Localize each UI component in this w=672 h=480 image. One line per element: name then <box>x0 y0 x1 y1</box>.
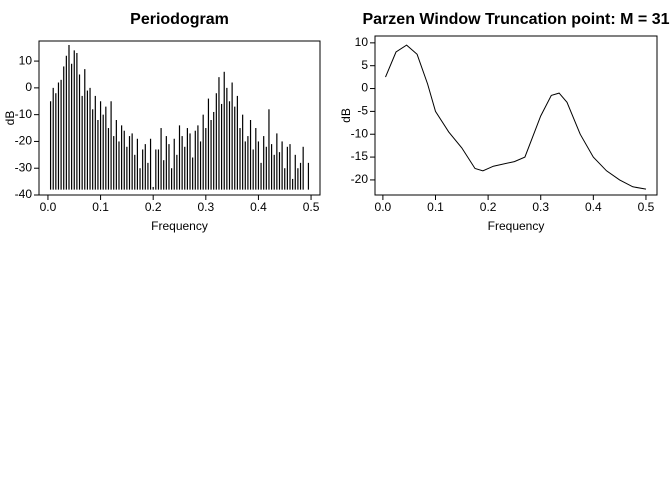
y-tick-label: -15 <box>351 149 369 163</box>
x-tick-label: 0.0 <box>375 200 392 214</box>
y-axis-label: dB <box>3 111 17 126</box>
plot-frame <box>38 40 321 196</box>
y-tick-label: -10 <box>351 126 369 140</box>
y-axis-label: dB <box>339 108 353 123</box>
x-tick-label: 0.4 <box>585 200 602 214</box>
chart-title: Periodogram <box>130 11 229 28</box>
x-tick-label: 0.0 <box>40 200 57 214</box>
y-tick-label: -40 <box>15 187 33 201</box>
x-tick-label: 0.5 <box>303 200 320 214</box>
y-tick-label: -30 <box>15 160 33 174</box>
y-tick-label: -5 <box>357 104 368 118</box>
y-tick-label: 10 <box>19 53 33 67</box>
chart-title: Parzen Window Truncation point: M = 31 <box>363 11 670 28</box>
x-axis-label: Frequency <box>151 219 208 233</box>
x-tick-label: 0.2 <box>480 200 497 214</box>
spectrum-line <box>385 44 647 190</box>
x-axis-label: Frequency <box>488 219 545 233</box>
y-tick-label: -20 <box>351 172 369 186</box>
x-tick-label: 0.3 <box>532 200 549 214</box>
y-tick-label: -10 <box>15 107 33 121</box>
x-tick-label: 0.2 <box>145 200 162 214</box>
y-tick-label: -20 <box>15 134 33 148</box>
x-tick-label: 0.4 <box>250 200 267 214</box>
y-tick-label: 0 <box>25 80 32 94</box>
y-tick-label: 10 <box>355 35 369 49</box>
x-tick-label: 0.5 <box>638 200 655 214</box>
x-tick-label: 0.1 <box>427 200 444 214</box>
y-tick-label: 0 <box>361 81 368 95</box>
x-tick-label: 0.1 <box>92 200 109 214</box>
y-tick-label: 5 <box>361 58 368 72</box>
plot-frame <box>374 35 658 196</box>
x-tick-label: 0.3 <box>197 200 214 214</box>
